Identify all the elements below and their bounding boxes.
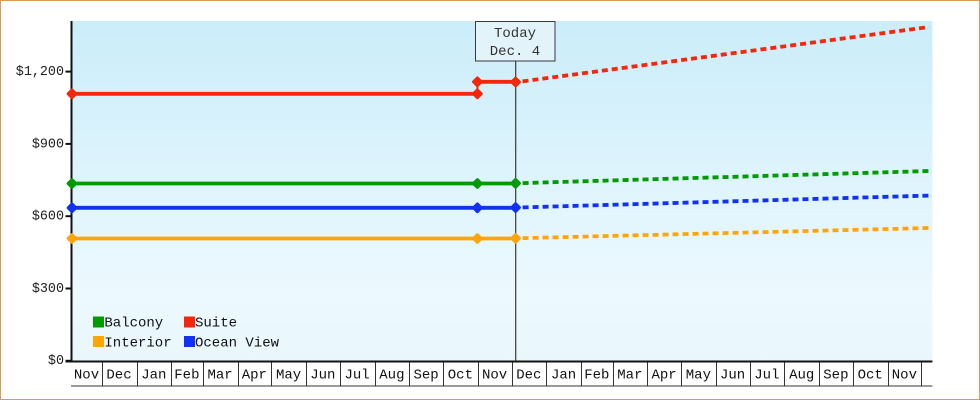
svg-text:Dec: Dec	[106, 367, 131, 383]
svg-text:Jun: Jun	[720, 367, 745, 383]
svg-text:Aug: Aug	[789, 367, 814, 383]
svg-text:Jul: Jul	[344, 367, 369, 383]
svg-text:Feb: Feb	[174, 367, 199, 383]
svg-text:$300: $300	[32, 282, 64, 297]
svg-text:Sep: Sep	[823, 367, 848, 383]
svg-text:May: May	[276, 367, 301, 383]
svg-text:Jan: Jan	[141, 367, 166, 383]
svg-text:Dec. 4: Dec. 4	[490, 44, 540, 60]
svg-text:Aug: Aug	[379, 367, 404, 383]
svg-text:$1,200: $1,200	[16, 65, 64, 80]
svg-text:Jul: Jul	[754, 367, 779, 383]
svg-text:Feb: Feb	[584, 367, 609, 383]
svg-text:Ocean View: Ocean View	[195, 335, 280, 351]
svg-text:Nov: Nov	[482, 367, 507, 383]
svg-text:Sep: Sep	[413, 367, 438, 383]
svg-text:Nov: Nov	[892, 367, 917, 383]
svg-text:$0: $0	[48, 354, 64, 369]
svg-text:Balcony: Balcony	[104, 316, 163, 332]
svg-text:$600: $600	[32, 210, 64, 225]
svg-text:Mar: Mar	[207, 367, 232, 383]
svg-text:$900: $900	[32, 137, 64, 152]
svg-text:Jun: Jun	[310, 367, 335, 383]
svg-text:Jan: Jan	[551, 367, 576, 383]
svg-text:Oct: Oct	[448, 367, 473, 383]
svg-text:Nov: Nov	[74, 367, 99, 383]
svg-text:Interior: Interior	[104, 335, 171, 351]
svg-text:Suite: Suite	[195, 316, 237, 332]
svg-text:Dec: Dec	[516, 367, 541, 383]
svg-text:Apr: Apr	[242, 367, 267, 383]
svg-text:Today: Today	[494, 26, 536, 42]
svg-text:Apr: Apr	[651, 367, 676, 383]
svg-text:Mar: Mar	[617, 367, 642, 383]
svg-text:Oct: Oct	[858, 367, 883, 383]
svg-text:May: May	[686, 367, 711, 383]
